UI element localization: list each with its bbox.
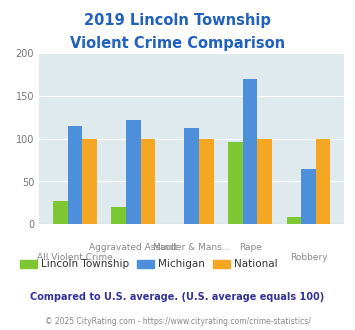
Legend: Lincoln Township, Michigan, National: Lincoln Township, Michigan, National	[16, 255, 282, 274]
Bar	[228, 142, 243, 224]
Bar	[257, 139, 272, 224]
Bar	[126, 120, 141, 224]
Text: Murder & Mans...: Murder & Mans...	[153, 243, 230, 252]
Bar	[184, 128, 199, 224]
Bar	[243, 79, 257, 224]
Text: Violent Crime Comparison: Violent Crime Comparison	[70, 36, 285, 51]
Bar	[82, 139, 97, 224]
Text: Compared to U.S. average. (U.S. average equals 100): Compared to U.S. average. (U.S. average …	[31, 292, 324, 302]
Bar	[199, 139, 214, 224]
Bar	[67, 126, 82, 224]
Bar	[111, 207, 126, 224]
Text: Aggravated Assault: Aggravated Assault	[89, 243, 178, 252]
Bar	[301, 169, 316, 224]
Text: All Violent Crime: All Violent Crime	[37, 253, 113, 262]
Bar	[141, 139, 155, 224]
Bar	[316, 139, 331, 224]
Text: 2019 Lincoln Township: 2019 Lincoln Township	[84, 13, 271, 28]
Text: Rape: Rape	[239, 243, 262, 252]
Text: © 2025 CityRating.com - https://www.cityrating.com/crime-statistics/: © 2025 CityRating.com - https://www.city…	[45, 317, 310, 326]
Bar	[286, 217, 301, 224]
Text: Robbery: Robbery	[290, 253, 327, 262]
Bar	[53, 201, 67, 224]
